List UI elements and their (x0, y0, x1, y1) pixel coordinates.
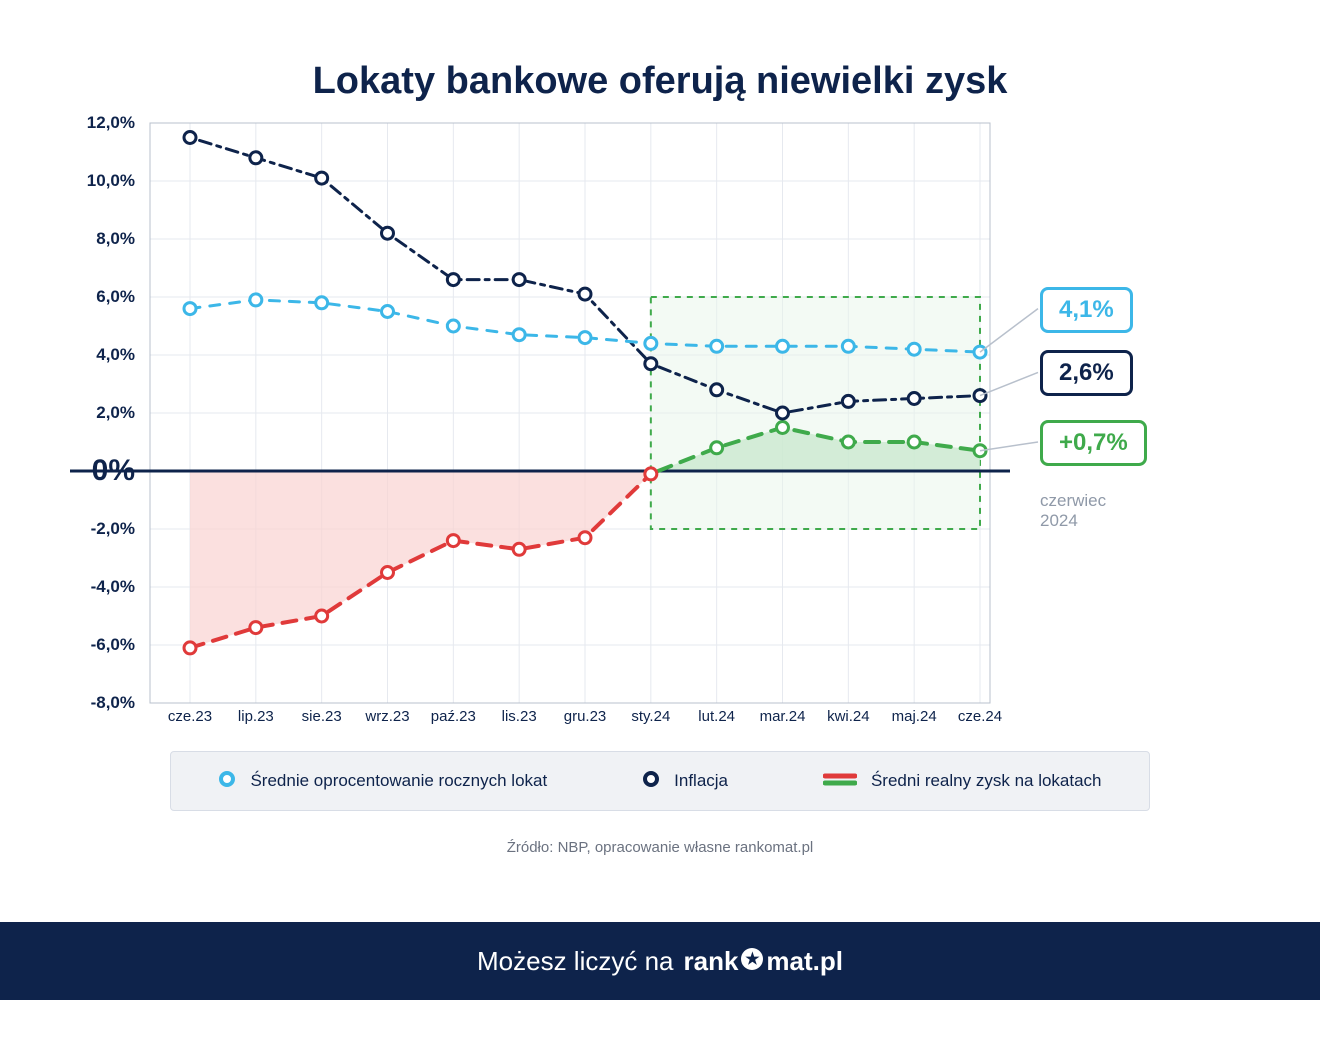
brand-part-b: mat.pl (766, 946, 843, 977)
x-tick-label: gru.23 (564, 708, 607, 725)
star-icon: ★ (741, 948, 763, 970)
x-tick-label: wrz.23 (365, 708, 409, 725)
legend-label: Średni realny zysk na lokatach (871, 771, 1102, 791)
x-tick-label: paź.23 (431, 708, 476, 725)
legend-item: Inflacja (642, 770, 728, 793)
y-tick-label: 0% (45, 454, 135, 488)
legend-label: Średnie oprocentowanie rocznych lokat (250, 771, 547, 791)
y-tick-label: 8,0% (45, 229, 135, 249)
x-tick-label: sie.23 (302, 708, 342, 725)
x-tick-label: lip.23 (238, 708, 274, 725)
x-tick-label: kwi.24 (827, 708, 870, 725)
y-tick-label: 12,0% (45, 113, 135, 133)
y-tick-label: -6,0% (45, 635, 135, 655)
y-tick-label: 4,0% (45, 345, 135, 365)
legend-marker-icon (823, 770, 857, 793)
footer-prefix: Możesz liczyć na (477, 946, 674, 977)
brand-part-a: rank (684, 946, 739, 977)
x-tick-label: maj.24 (892, 708, 937, 725)
legend-label: Inflacja (674, 771, 728, 791)
y-tick-label: 6,0% (45, 287, 135, 307)
y-tick-label: -4,0% (45, 577, 135, 597)
y-tick-label: -8,0% (45, 693, 135, 713)
legend-item: Średnie oprocentowanie rocznych lokat (218, 770, 547, 793)
x-tick-label: cze.23 (168, 708, 212, 725)
legend: Średnie oprocentowanie rocznych lokat Inf… (170, 751, 1150, 811)
x-tick-label: lis.23 (502, 708, 537, 725)
legend-marker-icon (218, 770, 236, 793)
page: Lokaty bankowe oferują niewielki zysk -8… (0, 0, 1320, 1040)
y-tick-label: -2,0% (45, 519, 135, 539)
chart-svg (150, 123, 990, 703)
footer-brand: rank ★ mat.pl (684, 946, 844, 977)
callout-value: +0,7% (1040, 420, 1147, 466)
legend-marker-icon (642, 770, 660, 793)
source-text: Źródło: NBP, opracowanie własne rankomat… (0, 839, 1320, 856)
footer-bar: Możesz liczyć na rank ★ mat.pl (0, 922, 1320, 1000)
callout-value: 2,6% (1040, 350, 1133, 396)
y-tick-label: 10,0% (45, 171, 135, 191)
legend-item: Średni realny zysk na lokatach (823, 770, 1102, 793)
chart-area: -8,0%-6,0%-4,0%-2,0%0%2,0%4,0%6,0%8,0%10… (150, 123, 990, 703)
callout-date: czerwiec 2024 (1040, 491, 1106, 531)
x-tick-label: lut.24 (698, 708, 735, 725)
x-tick-label: cze.24 (958, 708, 1002, 725)
callout-value: 4,1% (1040, 287, 1133, 333)
x-tick-label: sty.24 (631, 708, 670, 725)
y-tick-label: 2,0% (45, 403, 135, 423)
x-tick-label: mar.24 (760, 708, 806, 725)
chart-title: Lokaty bankowe oferują niewielki zysk (0, 0, 1320, 123)
